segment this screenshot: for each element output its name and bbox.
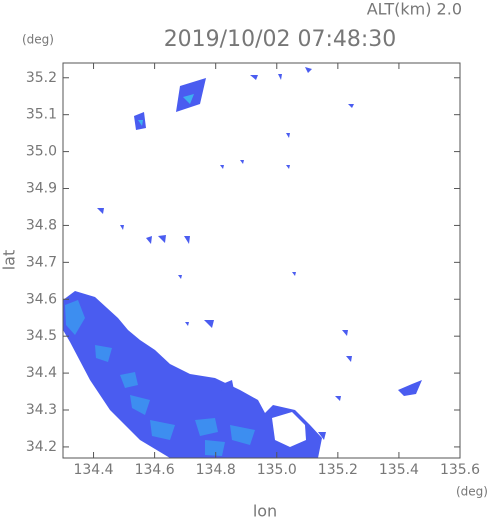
echo-layer bbox=[63, 67, 422, 458]
y-tick-label: 34.5 bbox=[26, 328, 57, 344]
echo-band bbox=[63, 291, 322, 458]
y-tick-label: 35.2 bbox=[26, 70, 57, 86]
y-tick-label: 35.0 bbox=[26, 144, 57, 160]
x-axis-label: lon bbox=[253, 502, 277, 521]
y-tick-label: 34.2 bbox=[26, 439, 57, 455]
subtitle: ALT(km) 2.0 bbox=[367, 0, 462, 19]
y-tick-label: 34.4 bbox=[26, 365, 57, 381]
x-tick-label: 135.4 bbox=[379, 462, 419, 478]
x-tick-label: 135.6 bbox=[440, 462, 480, 478]
echo-strong bbox=[65, 300, 255, 456]
chart-title: 2019/10/02 07:48:30 bbox=[164, 27, 397, 52]
x-tick-label: 134.4 bbox=[73, 462, 113, 478]
y-axis-label: lat bbox=[0, 250, 19, 271]
plot-frame bbox=[62, 62, 461, 459]
x-tick-label: 134.8 bbox=[196, 462, 236, 478]
x-tick-label: 134.6 bbox=[135, 462, 175, 478]
x-unit: (deg) bbox=[456, 485, 488, 499]
y-tick-label: 34.3 bbox=[26, 402, 57, 418]
y-tick-label: 34.8 bbox=[26, 217, 57, 233]
y-unit: (deg) bbox=[22, 33, 54, 47]
echo-light bbox=[138, 94, 194, 126]
y-tick-label: 34.9 bbox=[26, 181, 57, 197]
x-tick-label: 135.0 bbox=[257, 462, 297, 478]
x-tick-label: 135.2 bbox=[318, 462, 358, 478]
y-tick-label: 35.1 bbox=[26, 107, 57, 123]
y-tick-label: 34.6 bbox=[26, 291, 57, 307]
echo-hole bbox=[272, 412, 306, 447]
y-tick-label: 34.7 bbox=[26, 254, 57, 270]
